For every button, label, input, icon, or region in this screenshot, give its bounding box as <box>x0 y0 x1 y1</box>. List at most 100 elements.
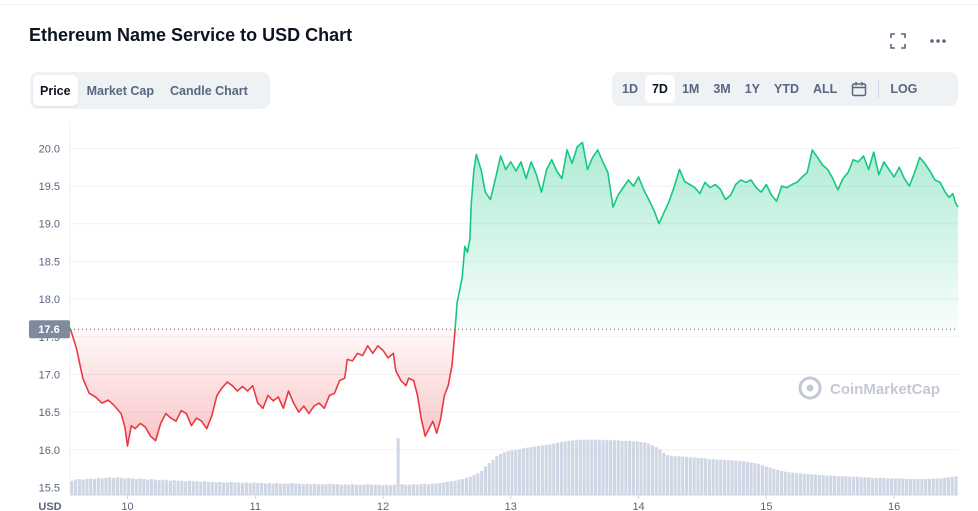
range-1m-button[interactable]: 1M <box>681 82 700 96</box>
volume-bar <box>320 484 324 495</box>
range-7d-button[interactable]: 7D <box>644 75 675 103</box>
range-3m-button[interactable]: 3M <box>713 82 731 96</box>
volume-bar <box>354 484 358 495</box>
volume-bar <box>180 480 184 495</box>
price-area <box>70 142 958 446</box>
tab-market-cap[interactable]: Market Cap <box>86 83 154 98</box>
volume-bar <box>415 484 419 495</box>
volume-bar <box>316 484 321 495</box>
volume-bar <box>476 473 480 495</box>
volume-bar <box>563 441 567 495</box>
volume-bar <box>806 473 810 495</box>
volume-bar <box>119 477 123 495</box>
y-tick-label: 19.0 <box>39 219 60 231</box>
volume-bar <box>719 459 723 495</box>
volume-bar <box>662 452 666 495</box>
volume-bar <box>685 456 689 495</box>
volume-bar <box>358 484 362 495</box>
volume-bar <box>385 484 389 495</box>
volume-bar <box>115 477 119 495</box>
volume-bar <box>586 439 590 495</box>
volume-bar <box>157 480 161 495</box>
volume-bar <box>362 484 366 495</box>
range-1y-button[interactable]: 1Y <box>744 82 761 96</box>
volume-bar <box>525 447 529 495</box>
calendar-icon[interactable] <box>844 75 874 103</box>
volume-bar <box>935 478 939 495</box>
volume-bar <box>707 459 711 495</box>
volume-bar <box>855 476 859 495</box>
volume-bar <box>195 481 199 495</box>
volume-bar <box>487 463 491 495</box>
volume-bar <box>741 461 746 495</box>
volume-bar <box>779 471 783 495</box>
volume-bar <box>597 439 601 495</box>
volume-bar <box>666 455 670 495</box>
volume-bar <box>783 471 787 495</box>
volume-bar <box>844 476 848 495</box>
volume-bar <box>267 483 271 495</box>
volume-bar <box>229 481 233 495</box>
volume-bar <box>795 473 799 495</box>
range-1d-button[interactable]: 1D <box>622 82 638 96</box>
volume-bar <box>392 484 396 495</box>
log-scale-button[interactable]: LOG <box>890 82 918 96</box>
volume-bar <box>502 452 506 495</box>
volume-bar <box>897 478 901 495</box>
volume-bar <box>943 477 947 495</box>
volume-bar <box>814 474 818 495</box>
volume-bar <box>886 478 890 495</box>
volume-bar <box>495 456 499 495</box>
volume-bar <box>582 439 586 495</box>
volume-bar <box>210 481 214 495</box>
fullscreen-icon[interactable] <box>887 30 909 52</box>
volume-bars <box>70 438 958 495</box>
volume-bar <box>696 457 700 495</box>
volume-bar <box>514 449 518 495</box>
volume-bar <box>893 478 897 495</box>
range-all-button[interactable]: ALL <box>813 82 838 96</box>
range-divider <box>878 80 880 98</box>
y-tick-label: 20.0 <box>39 143 60 155</box>
volume-bar <box>757 464 761 495</box>
more-horizontal-icon[interactable] <box>927 30 949 52</box>
volume-bar <box>248 483 252 495</box>
volume-bar <box>726 460 730 495</box>
volume-bar <box>282 483 286 495</box>
volume-bar <box>404 484 408 495</box>
volume-bar <box>313 483 317 495</box>
volume-bar <box>480 471 484 495</box>
chart-title: Ethereum Name Service to USD Chart <box>29 25 353 45</box>
volume-bar <box>161 479 165 495</box>
tab-price[interactable]: Price <box>33 75 78 106</box>
volume-bar <box>620 440 624 495</box>
volume-bar <box>111 477 116 495</box>
volume-bar <box>93 479 97 495</box>
volume-bar <box>859 477 863 495</box>
volume-bar <box>138 478 142 495</box>
volume-bar <box>889 478 894 495</box>
volume-bar <box>449 481 453 495</box>
volume-bar <box>798 473 802 495</box>
volume-bar <box>529 447 533 495</box>
volume-bar <box>464 477 469 495</box>
tab-candle-chart[interactable]: Candle Chart <box>169 83 248 98</box>
volume-bar <box>901 478 905 495</box>
volume-bar <box>920 479 924 495</box>
volume-bar <box>104 477 108 495</box>
volume-bar <box>612 440 617 495</box>
volume-bar <box>442 482 446 495</box>
volume-bar <box>187 480 191 495</box>
chart-type-tabs: Price Market Cap Candle Chart <box>30 72 270 109</box>
volume-bar <box>305 483 309 495</box>
watermark: CoinMarketCap <box>798 376 940 400</box>
volume-bar <box>453 480 457 495</box>
volume-bar <box>366 484 370 495</box>
volume-bar <box>370 484 374 495</box>
currency-label: USD <box>38 501 61 511</box>
volume-bar <box>214 482 218 495</box>
volume-bar <box>692 457 696 495</box>
range-ytd-button[interactable]: YTD <box>774 82 800 96</box>
volume-bar <box>950 476 954 495</box>
volume-bar <box>400 484 404 495</box>
